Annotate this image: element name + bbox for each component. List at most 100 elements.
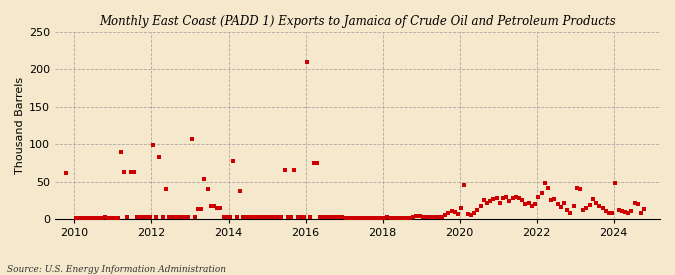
Point xyxy=(362,216,373,221)
Point xyxy=(440,213,451,218)
Point xyxy=(414,214,425,218)
Point xyxy=(250,215,261,220)
Point xyxy=(302,60,313,64)
Point xyxy=(183,215,194,220)
Point xyxy=(475,204,486,208)
Point xyxy=(382,215,393,220)
Point xyxy=(209,204,219,208)
Point xyxy=(501,194,512,199)
Point xyxy=(97,216,107,221)
Point xyxy=(491,196,502,200)
Point xyxy=(402,216,412,221)
Point xyxy=(225,215,236,220)
Point xyxy=(398,216,409,221)
Point xyxy=(497,196,508,200)
Point xyxy=(112,216,123,221)
Point xyxy=(77,216,88,221)
Point xyxy=(318,215,329,220)
Point xyxy=(546,198,557,202)
Point xyxy=(241,215,252,220)
Point xyxy=(231,215,242,220)
Point xyxy=(292,215,303,220)
Point xyxy=(514,196,524,200)
Point xyxy=(581,205,592,210)
Point xyxy=(311,161,322,165)
Point xyxy=(594,203,605,208)
Point xyxy=(157,215,168,220)
Point xyxy=(462,212,473,217)
Point xyxy=(395,216,406,221)
Point xyxy=(360,216,371,221)
Point xyxy=(450,210,460,214)
Point xyxy=(562,208,572,212)
Point xyxy=(517,198,528,202)
Point xyxy=(80,216,91,221)
Point xyxy=(327,215,338,220)
Point xyxy=(453,211,464,216)
Point xyxy=(430,215,441,220)
Point xyxy=(578,208,589,212)
Point xyxy=(392,216,402,221)
Point xyxy=(510,194,521,199)
Point xyxy=(373,216,383,221)
Point xyxy=(305,215,316,220)
Point xyxy=(144,215,155,220)
Point xyxy=(321,215,332,220)
Point xyxy=(388,216,399,221)
Point xyxy=(267,215,277,220)
Point xyxy=(286,215,296,220)
Point xyxy=(177,215,188,220)
Y-axis label: Thousand Barrels: Thousand Barrels xyxy=(15,77,25,174)
Point xyxy=(154,155,165,159)
Point xyxy=(138,215,149,220)
Point xyxy=(128,170,139,174)
Point xyxy=(466,213,477,218)
Point xyxy=(199,176,210,181)
Point xyxy=(228,158,239,163)
Point xyxy=(543,185,554,190)
Point xyxy=(530,202,541,206)
Point xyxy=(446,209,457,214)
Point xyxy=(472,208,483,212)
Point xyxy=(379,216,389,221)
Text: Source: U.S. Energy Information Administration: Source: U.S. Energy Information Administ… xyxy=(7,265,225,274)
Point xyxy=(164,215,175,220)
Point xyxy=(161,187,171,191)
Point xyxy=(279,168,290,172)
Point xyxy=(385,216,396,221)
Point xyxy=(408,215,418,220)
Point xyxy=(479,198,489,202)
Point xyxy=(375,216,386,221)
Point xyxy=(148,143,159,147)
Point xyxy=(196,207,207,211)
Point xyxy=(99,215,110,220)
Point xyxy=(347,216,358,221)
Point xyxy=(623,211,634,215)
Point xyxy=(552,202,563,206)
Point xyxy=(132,215,142,220)
Point xyxy=(337,215,348,220)
Point xyxy=(244,215,254,220)
Point xyxy=(568,203,579,208)
Point xyxy=(424,215,435,220)
Point xyxy=(238,215,248,220)
Point xyxy=(260,215,271,220)
Point xyxy=(616,209,627,214)
Point xyxy=(215,206,226,211)
Point xyxy=(574,187,585,191)
Point xyxy=(115,149,126,154)
Point xyxy=(298,215,309,220)
Point xyxy=(135,215,146,220)
Point xyxy=(141,215,152,220)
Point xyxy=(597,205,608,210)
Point xyxy=(315,215,325,220)
Point xyxy=(636,211,647,215)
Point xyxy=(404,216,415,221)
Point xyxy=(603,211,614,215)
Point xyxy=(481,200,492,205)
Point xyxy=(600,209,611,214)
Point xyxy=(190,215,200,220)
Point xyxy=(109,216,120,221)
Point xyxy=(218,215,229,220)
Point xyxy=(270,215,281,220)
